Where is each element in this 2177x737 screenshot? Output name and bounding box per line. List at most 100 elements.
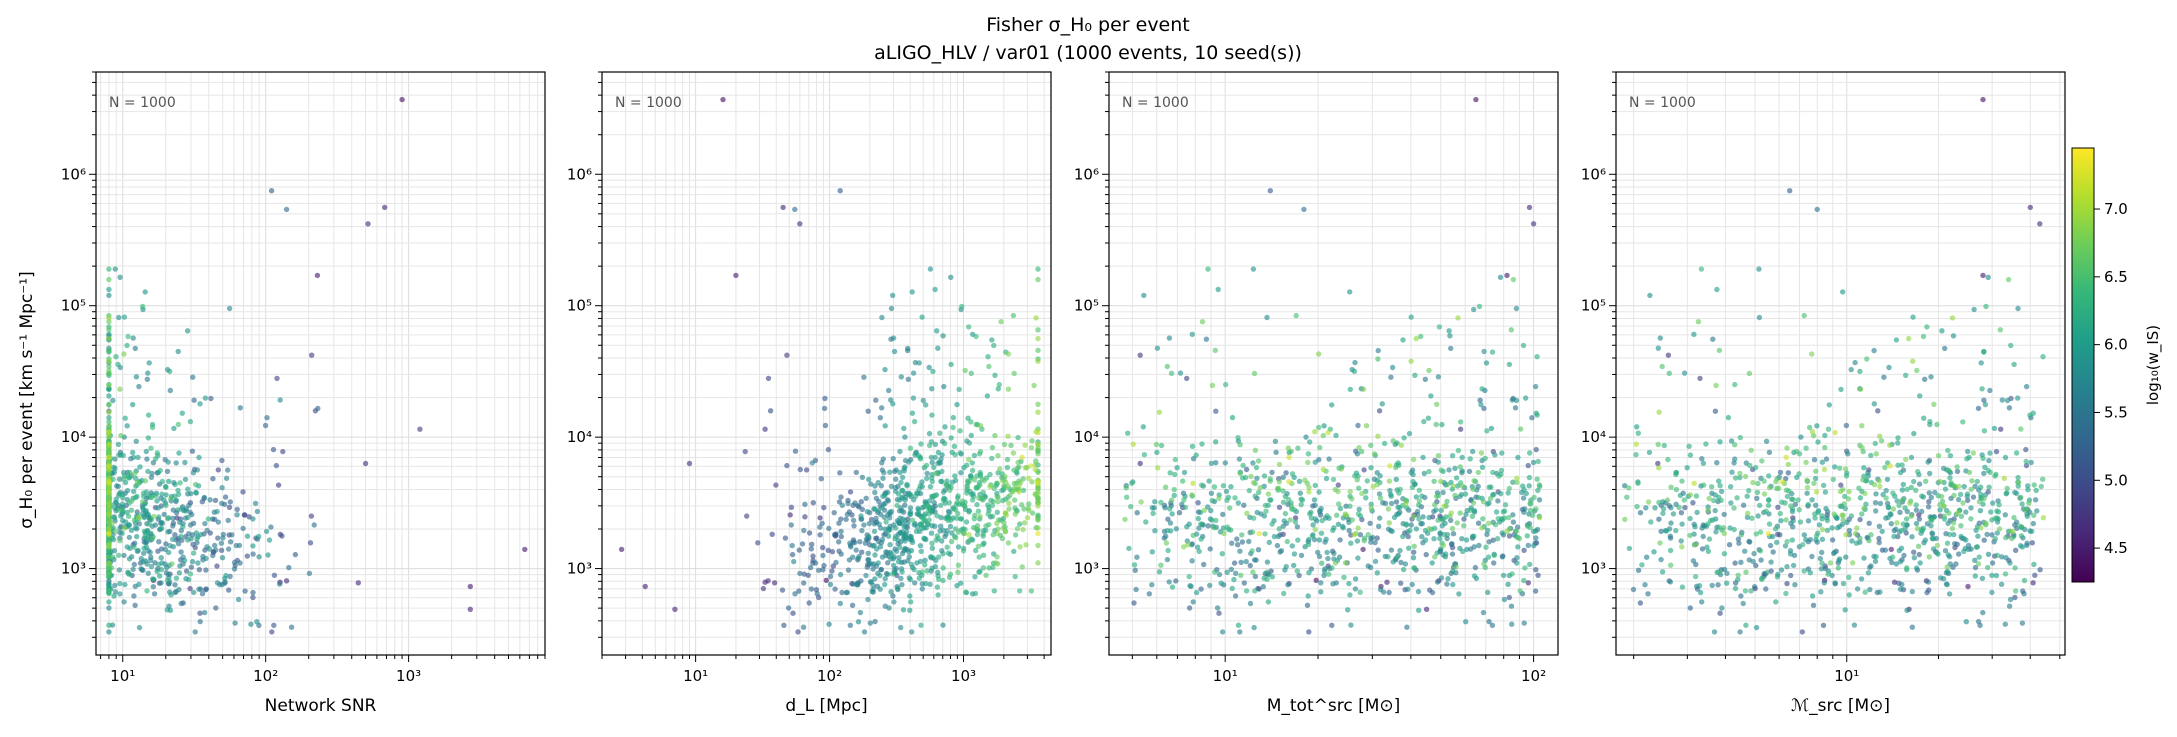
data-point [1676, 504, 1682, 511]
data-point [134, 479, 141, 486]
data-point [909, 410, 916, 416]
y-tick-label: 10⁵ [1581, 297, 1606, 315]
data-point [1652, 505, 1658, 511]
panel-1-grid [96, 71, 546, 655]
data-point [974, 531, 981, 538]
data-point [315, 405, 321, 412]
data-point [1950, 520, 1957, 526]
data-point [1963, 509, 1969, 515]
data-point [1994, 530, 2001, 536]
data-point [1868, 452, 1874, 459]
data-point [1486, 484, 1492, 490]
data-point [1792, 582, 1798, 588]
data-point [1889, 559, 1895, 566]
data-point [168, 495, 174, 502]
data-point [878, 525, 884, 531]
data-point [951, 443, 958, 449]
data-point [1783, 517, 1789, 523]
data-point [1329, 565, 1335, 571]
data-point [125, 513, 132, 519]
data-point [1942, 548, 1949, 554]
data-point [106, 629, 112, 635]
data-point [1785, 461, 1792, 468]
data-point [890, 335, 897, 341]
data-point [980, 565, 987, 571]
data-point [1292, 515, 1299, 521]
data-point [1712, 507, 1718, 514]
data-point [1305, 541, 1312, 548]
data-point [292, 551, 299, 558]
data-point [1510, 512, 1516, 518]
data-point [1699, 456, 1705, 462]
data-point [1926, 490, 1933, 496]
data-point [1660, 499, 1666, 505]
data-point [906, 549, 912, 555]
data-point [175, 541, 182, 547]
data-point [1957, 491, 1964, 498]
data-point [1411, 565, 1417, 571]
data-point [1935, 453, 1942, 459]
data-point [186, 531, 192, 537]
data-point [1979, 575, 1986, 582]
data-point [1448, 517, 1454, 524]
data-point [1529, 512, 1536, 518]
data-point [226, 504, 233, 510]
data-point [144, 456, 150, 462]
data-point [256, 554, 262, 560]
data-point [1190, 532, 1196, 539]
data-point [1410, 555, 1417, 561]
data-point [178, 506, 185, 512]
data-point [1714, 286, 1720, 293]
data-point [908, 599, 914, 605]
data-point [1370, 483, 1377, 490]
data-point [932, 454, 938, 461]
data-point [888, 305, 895, 312]
data-point [1429, 560, 1435, 566]
data-point [1774, 574, 1781, 580]
data-point [1454, 520, 1460, 526]
data-point [1633, 452, 1639, 458]
data-point [801, 527, 807, 534]
data-point [146, 360, 152, 366]
data-point [1944, 564, 1950, 570]
data-point [111, 464, 117, 470]
data-point [177, 480, 183, 486]
data-point [1218, 580, 1224, 586]
data-point [1996, 502, 2002, 508]
data-point [962, 526, 968, 532]
data-point [865, 556, 871, 563]
data-point [1377, 515, 1383, 521]
data-point [106, 286, 112, 293]
data-point [1265, 491, 1272, 497]
data-point [1280, 523, 1286, 529]
data-point [2003, 555, 2009, 561]
data-point [173, 588, 179, 595]
data-point [1909, 534, 1915, 540]
data-point [1700, 533, 1706, 540]
data-point [1016, 489, 1022, 495]
data-point [877, 415, 883, 421]
data-point [170, 515, 176, 521]
data-point [733, 272, 739, 279]
data-point [1502, 502, 1509, 508]
data-point [966, 324, 972, 330]
data-point [1893, 561, 1900, 567]
data-point [1818, 566, 1825, 572]
data-point [1250, 266, 1257, 272]
data-point [964, 462, 970, 468]
data-point [809, 460, 815, 466]
data-point [132, 540, 138, 546]
data-point [1987, 469, 1993, 476]
data-point [1276, 479, 1283, 485]
data-point [901, 425, 907, 432]
data-point [193, 481, 199, 488]
data-point [924, 568, 930, 574]
data-point [158, 555, 164, 561]
data-point [106, 584, 112, 590]
data-point [767, 408, 774, 414]
data-point [973, 547, 979, 554]
data-point [2038, 483, 2045, 490]
data-point [1942, 486, 1949, 492]
data-point [986, 363, 992, 370]
data-point [1533, 506, 1539, 512]
